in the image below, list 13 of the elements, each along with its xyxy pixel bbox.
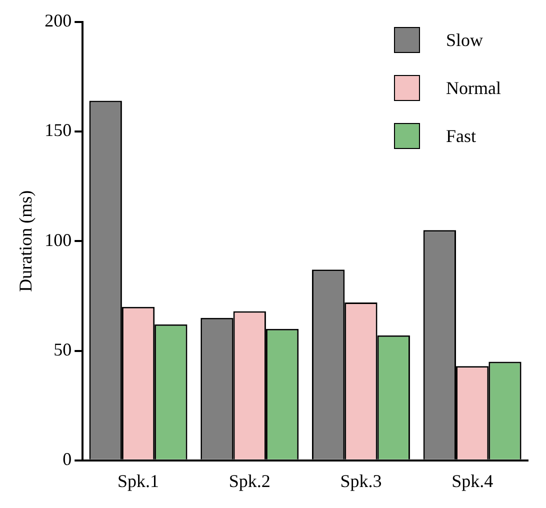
x-tick-label: Spk.1 [118,470,160,491]
x-tick-label: Spk.4 [452,470,494,491]
legend-label: Fast [446,126,478,146]
legend-label: Slow [446,30,484,50]
y-tick-label: 50 [54,339,72,360]
y-tick-label: 200 [44,10,72,31]
y-tick-label: 100 [44,230,72,250]
x-tick-label: Spk.3 [340,470,382,491]
y-tick-label: 150 [44,120,72,140]
y-axis-title: Duration (ms) [16,190,36,292]
x-tick-label: Spk.2 [228,470,270,491]
y-tick-label: 0 [62,449,72,470]
legend-label: Normal [446,78,502,98]
